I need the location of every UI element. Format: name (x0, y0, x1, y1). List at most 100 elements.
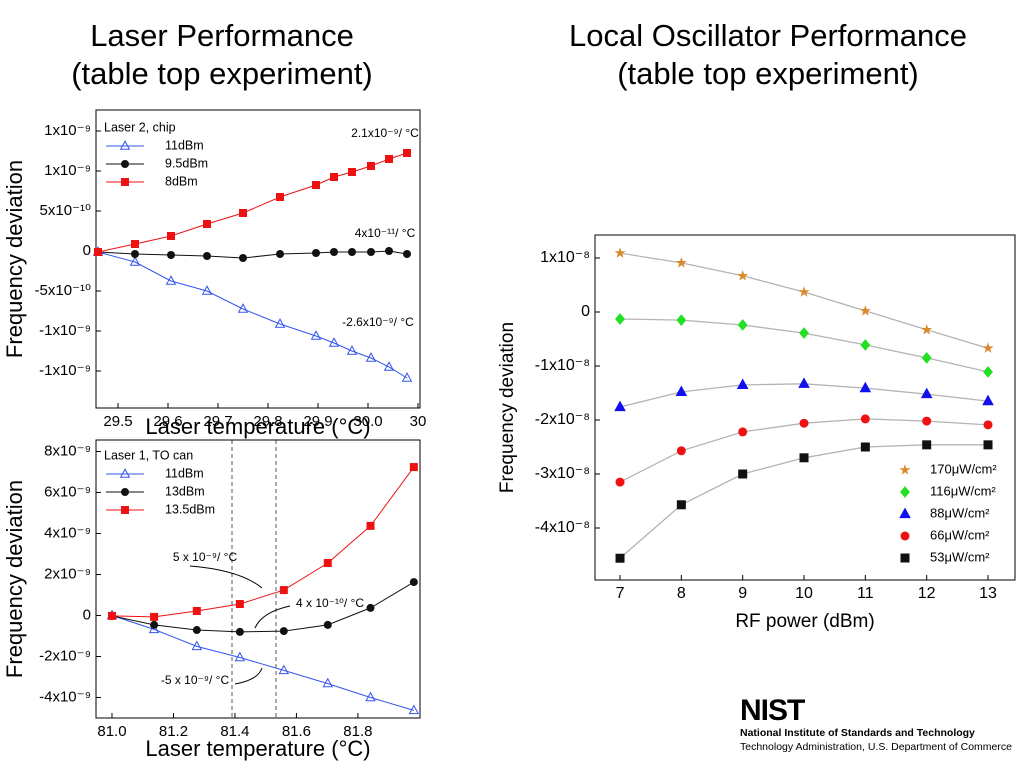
marker (279, 586, 288, 595)
x-tick-label: 30.0 (353, 413, 382, 430)
marker (859, 381, 872, 393)
marker (615, 313, 625, 325)
x-tick-label: 81.4 (220, 723, 249, 740)
marker (614, 247, 626, 258)
marker (119, 468, 131, 478)
legend-label: 116μW/cm² (930, 483, 996, 498)
marker (403, 250, 411, 258)
marker (150, 620, 159, 629)
marker (900, 531, 910, 541)
y-tick-label: 8x10⁻⁹ (44, 442, 91, 459)
x-tick-label: 12 (918, 585, 936, 602)
legend-label: 9.5dBm (165, 156, 208, 170)
marker (899, 464, 911, 475)
x-tick-label: 81.0 (97, 723, 126, 740)
marker (799, 327, 809, 339)
marker (121, 178, 129, 186)
marker (235, 627, 244, 636)
marker (737, 319, 748, 331)
marker (192, 626, 201, 635)
marker (312, 181, 320, 189)
legend-label: 11dBm (165, 138, 204, 152)
legend-title: Laser 2, chip (104, 120, 176, 134)
marker (798, 286, 810, 297)
marker (148, 623, 160, 634)
marker (385, 155, 393, 163)
marker (330, 248, 338, 256)
annotation: 2.1x10⁻⁹/ °C (351, 126, 419, 140)
x-axis-label: Laser temperature (°C) (145, 736, 370, 761)
marker (983, 420, 993, 430)
logo-line: Technology Administration, U.S. Departme… (740, 741, 1012, 753)
marker (982, 342, 994, 353)
x-tick-label: 8 (677, 585, 686, 602)
plot-frame (95, 109, 421, 409)
x-tick-label: 9 (738, 585, 747, 602)
plot-frame (95, 439, 421, 719)
logo-line: National Institute of Standards and Tech… (740, 727, 975, 739)
marker (409, 578, 418, 587)
x-tick-label: 7 (616, 585, 625, 602)
annotation: 4 x 10⁻¹⁰/ °C (296, 596, 364, 610)
y-tick-label: 0 (83, 606, 91, 623)
marker (322, 677, 334, 688)
marker (982, 394, 994, 406)
x-axis-label: Laser temperature (°C) (145, 414, 370, 439)
x-tick-label: 29.9 (303, 413, 332, 430)
legend-label: 53μW/cm² (930, 549, 990, 564)
legend-title: Laser 1, TO can (104, 448, 193, 462)
marker (278, 664, 290, 675)
marker (365, 691, 376, 702)
y-tick-label: -4x10⁻⁹ (39, 688, 91, 705)
marker (799, 453, 809, 463)
marker (799, 418, 809, 428)
marker (383, 361, 395, 371)
marker (367, 162, 375, 170)
marker (276, 193, 284, 201)
legend-label: 13.5dBm (165, 502, 215, 516)
y-tick-label: 6x10⁻⁹ (44, 483, 91, 500)
x-axis-label: RF power (dBm) (735, 611, 874, 632)
annotation: 5 x 10⁻⁹/ °C (173, 550, 238, 564)
y-axis-label: Frequency deviation (497, 322, 518, 493)
fit-line (619, 318, 989, 373)
y-tick-label: 0 (83, 242, 91, 259)
marker (203, 252, 211, 260)
marker (676, 314, 687, 326)
marker (403, 149, 411, 157)
marker (330, 173, 338, 181)
x-tick-label: 81.2 (159, 723, 188, 740)
y-tick-label: -2x10⁻⁸ (535, 411, 590, 428)
marker (983, 366, 993, 378)
fit-line (111, 581, 415, 633)
marker (676, 446, 686, 456)
marker (920, 387, 933, 399)
marker (234, 651, 246, 662)
arrow (234, 667, 263, 685)
marker (150, 612, 159, 621)
marker (366, 603, 375, 612)
marker (121, 506, 129, 514)
heading: (table top experiment) (617, 56, 919, 91)
marker (738, 469, 748, 479)
legend-label: 13dBm (165, 484, 205, 498)
marker (237, 303, 249, 313)
arrow (254, 605, 291, 629)
marker (107, 611, 116, 620)
marker (401, 372, 413, 382)
marker (859, 305, 871, 316)
arrow (189, 565, 263, 589)
marker (274, 318, 286, 328)
fit-line (111, 615, 415, 711)
marker (192, 606, 201, 615)
marker (921, 352, 932, 364)
y-tick-label: -1x10⁻⁹ (39, 362, 91, 379)
y-tick-label: 2x10⁻⁹ (44, 565, 91, 582)
y-axis-label: Frequency deviation (2, 160, 27, 358)
x-tick-label: 81.8 (343, 723, 372, 740)
heading: (table top experiment) (71, 56, 373, 91)
y-tick-label: 5x10⁻¹⁰ (40, 202, 91, 219)
heading: Local Oscillator Performance (569, 18, 967, 53)
marker (310, 330, 322, 340)
marker (921, 324, 933, 335)
